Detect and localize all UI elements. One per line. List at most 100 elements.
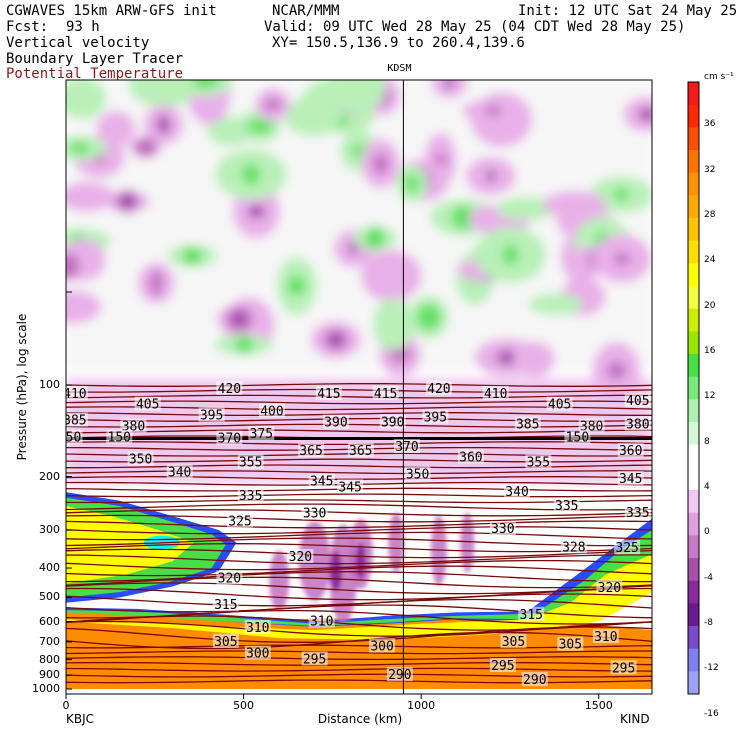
- theta-label: 385: [63, 414, 86, 429]
- theta-label-bg: [198, 407, 225, 422]
- colorbar-swatch: [688, 535, 699, 559]
- theta-label: 395: [424, 411, 447, 426]
- theta-label-bg: [500, 633, 527, 648]
- theta-label: 295: [491, 659, 514, 674]
- forecast-label: Fcst:: [6, 19, 49, 35]
- theta-contour: [66, 548, 652, 559]
- theta-contour: [66, 394, 652, 399]
- colorbar-swatch: [688, 104, 699, 128]
- theta-label-bg: [308, 473, 335, 488]
- theta-label: 290: [388, 668, 411, 683]
- y-tick-label: 300: [39, 523, 60, 537]
- theta-label: 365: [349, 444, 372, 459]
- colorbar-tick-label: 20: [704, 300, 716, 311]
- init-time: Init: 12 UTC Sat 24 May 25: [518, 3, 738, 19]
- theta-label: 370: [218, 432, 241, 447]
- w-field-core: [246, 119, 274, 133]
- theta-label: 405: [626, 394, 649, 409]
- w-field-core-strong: [235, 313, 244, 326]
- w-field-core: [484, 105, 501, 116]
- theta-label-bg: [560, 539, 587, 554]
- colorbar-tick-label: 28: [704, 210, 716, 220]
- theta-contour: [66, 383, 652, 387]
- theta-label: 410: [63, 387, 86, 402]
- x-axis-label: Distance (km): [317, 712, 403, 726]
- theta-label: 335: [555, 499, 578, 514]
- theta-label: 305: [502, 635, 525, 650]
- x-tick-label: 0: [62, 699, 70, 712]
- colorbar-swatch: [688, 671, 699, 695]
- w-field-blob: [372, 298, 414, 351]
- colorbar-swatch: [688, 626, 699, 650]
- w-field-blob: [528, 293, 583, 316]
- colorbar-swatch: [688, 580, 699, 604]
- theta-label-bg: [610, 660, 637, 675]
- theta-label-bg: [592, 629, 619, 644]
- theta-label: 395: [200, 409, 223, 424]
- theta-label: 420: [427, 382, 450, 397]
- theta-label: 345: [310, 475, 333, 490]
- w-field-core: [287, 276, 306, 296]
- y-tick-label: 700: [39, 634, 60, 648]
- y-tick-label: 100: [39, 378, 60, 391]
- w-field-core-strong: [642, 108, 651, 121]
- w-field-core: [235, 335, 253, 354]
- theta-label-bg: [166, 464, 193, 479]
- theta-contour: [66, 679, 652, 684]
- theta-label: 370: [395, 440, 418, 455]
- theta-contour: [66, 656, 652, 661]
- theta-label-bg: [212, 633, 239, 648]
- theta-contour: [66, 412, 652, 417]
- w-downdraft-core: [355, 543, 366, 580]
- theta-label-bg: [564, 429, 591, 444]
- w-field-blob: [66, 290, 102, 324]
- y-tick-label: 400: [39, 561, 60, 575]
- theta-label-bg: [322, 414, 349, 429]
- colorbar-tick-label: -16: [704, 708, 719, 719]
- theta-label-bg: [514, 416, 541, 431]
- theta-label: 335: [239, 489, 262, 504]
- w-field-core-strong: [349, 242, 358, 255]
- theta-label-bg: [624, 393, 651, 408]
- colorbar-swatch: [688, 354, 699, 378]
- colorbar-swatch: [688, 308, 699, 332]
- theta-label-bg: [624, 505, 651, 520]
- theta-label: 320: [598, 581, 621, 596]
- field-potential-temperature: Potential Temperature: [6, 66, 184, 82]
- theta-label-bg: [216, 570, 243, 585]
- theta-contour: [66, 464, 652, 469]
- colorbar-tick-label: -12: [704, 663, 719, 674]
- colorbar-tick-label: 8: [704, 436, 710, 447]
- theta-label: 405: [548, 398, 571, 413]
- colorbar-tick-label: 24: [704, 255, 716, 266]
- theta-label: 328: [562, 540, 585, 555]
- w-field-core-strong: [486, 169, 495, 182]
- theta-label-bg: [237, 454, 264, 469]
- valid-time: Valid: 09 UTC Wed 28 May 25 (04 CDT Wed …: [264, 19, 686, 35]
- theta-contour: [66, 598, 652, 613]
- theta-contour: [66, 429, 652, 434]
- theta-label: 315: [214, 598, 237, 613]
- theta-label-bg: [614, 540, 641, 555]
- w-field-core-strong: [123, 195, 132, 208]
- theta-label-bg: [227, 513, 254, 528]
- w-field-core: [613, 188, 630, 201]
- theta-label: 390: [324, 416, 347, 431]
- theta-label-bg: [212, 597, 239, 612]
- theta-label-bg: [120, 418, 147, 433]
- w-field-blob: [431, 80, 468, 99]
- w-downdraft: [298, 521, 331, 602]
- theta-contour: [66, 554, 652, 565]
- colorbar-swatch: [688, 263, 699, 287]
- theta-label-bg: [244, 645, 271, 660]
- theta-label-bg: [482, 385, 509, 400]
- w-field-core: [405, 174, 419, 193]
- w-field-blob: [66, 182, 116, 212]
- theta-label: 150: [58, 431, 81, 446]
- theta-label: 150: [108, 431, 131, 446]
- theta-label: 295: [303, 653, 326, 668]
- theta-label-bg: [308, 613, 335, 628]
- theta-label-bg: [66, 412, 88, 427]
